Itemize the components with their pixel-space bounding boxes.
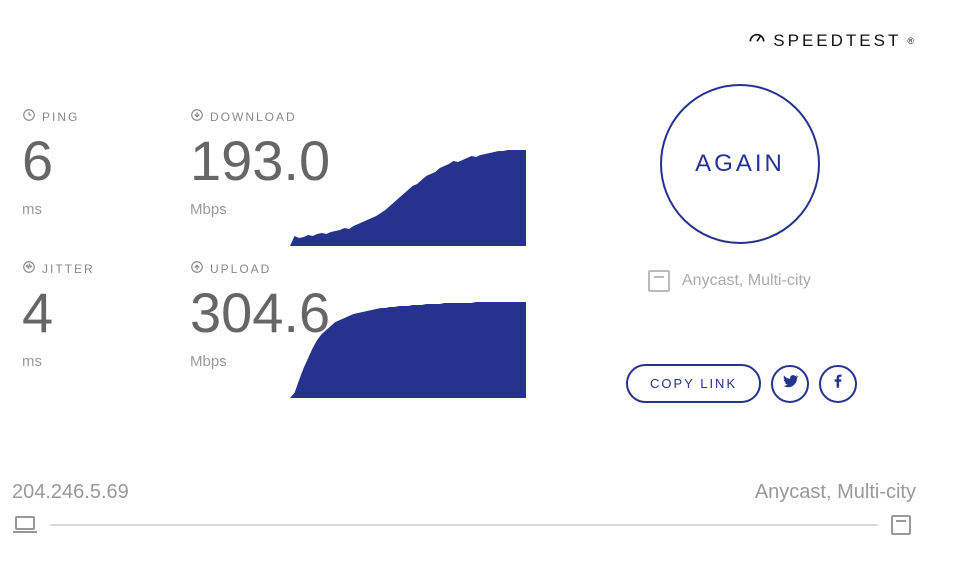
ping-label: PING xyxy=(42,110,79,124)
download-icon xyxy=(190,108,204,125)
server-footer-icon xyxy=(890,514,916,536)
ping-value: 6 xyxy=(22,133,190,189)
brand-text: SPEEDTEST xyxy=(773,31,901,51)
facebook-icon xyxy=(829,372,847,395)
registered-mark: ® xyxy=(907,36,914,46)
again-button[interactable]: AGAIN xyxy=(660,84,820,244)
jitter-unit: ms xyxy=(22,353,190,370)
laptop-icon xyxy=(12,515,38,535)
server-name: Anycast, Multi-city xyxy=(682,272,811,290)
download-label: DOWNLOAD xyxy=(210,110,297,124)
server-icon xyxy=(648,270,670,292)
facebook-share-button[interactable] xyxy=(819,365,857,403)
ping-block: PING 6 ms xyxy=(22,108,190,218)
jitter-value: 4 xyxy=(22,285,190,341)
share-row: COPY LINK xyxy=(626,364,857,403)
jitter-label: JITTER xyxy=(42,262,95,276)
ping-unit: ms xyxy=(22,201,190,218)
again-button-label: AGAIN xyxy=(695,150,785,178)
metrics-panel: PING 6 ms DOWNLOAD 193.0 Mbps JITTER xyxy=(22,108,602,412)
twitter-share-button[interactable] xyxy=(771,365,809,403)
client-ip: 204.246.5.69 xyxy=(12,481,129,504)
footer-server: Anycast, Multi-city xyxy=(755,481,916,504)
ping-icon xyxy=(22,108,36,125)
jitter-block: JITTER 4 ms xyxy=(22,260,190,370)
copy-link-label: COPY LINK xyxy=(650,376,737,391)
upload-label: UPLOAD xyxy=(210,262,271,276)
footer-divider xyxy=(50,524,878,526)
upload-icon xyxy=(190,260,204,277)
server-selector[interactable]: Anycast, Multi-city xyxy=(648,270,811,292)
upload-chart xyxy=(290,298,526,398)
footer: 204.246.5.69 Anycast, Multi-city xyxy=(12,481,916,536)
brand-logo: SPEEDTEST ® xyxy=(747,28,914,53)
jitter-icon xyxy=(22,260,36,277)
copy-link-button[interactable]: COPY LINK xyxy=(626,364,761,403)
upload-block: UPLOAD 304.6 Mbps xyxy=(190,260,602,370)
twitter-icon xyxy=(781,372,799,395)
download-chart xyxy=(290,146,526,246)
download-block: DOWNLOAD 193.0 Mbps xyxy=(190,108,602,218)
gauge-icon xyxy=(747,28,767,53)
